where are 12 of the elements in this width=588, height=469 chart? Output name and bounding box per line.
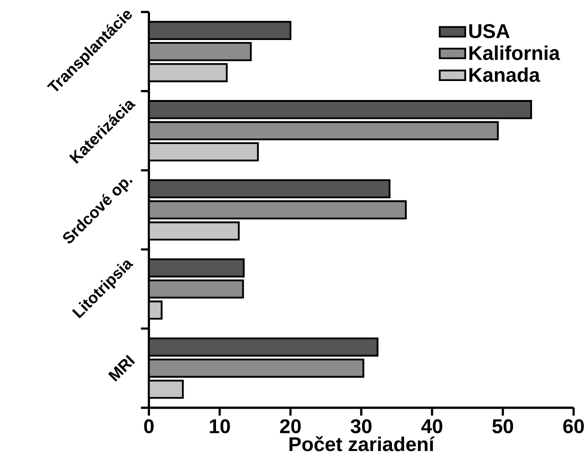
x-tick-label: 10 (210, 419, 230, 434)
legend-label: Kanada (469, 68, 540, 82)
x-tick-label: 30 (350, 419, 372, 434)
x-tick-label: 20 (280, 419, 301, 434)
x-tick-label: 50 (492, 419, 514, 434)
legend-label: USA (469, 24, 510, 38)
x-axis-title: Počet zariadení (290, 436, 435, 452)
x-tick-label: 60 (563, 419, 584, 434)
x-tick-label: 0 (144, 419, 154, 434)
legend-label: Kalifornia (469, 46, 560, 60)
y-tick-label: MRI (108, 354, 135, 382)
x-tick-label: 40 (421, 419, 442, 434)
